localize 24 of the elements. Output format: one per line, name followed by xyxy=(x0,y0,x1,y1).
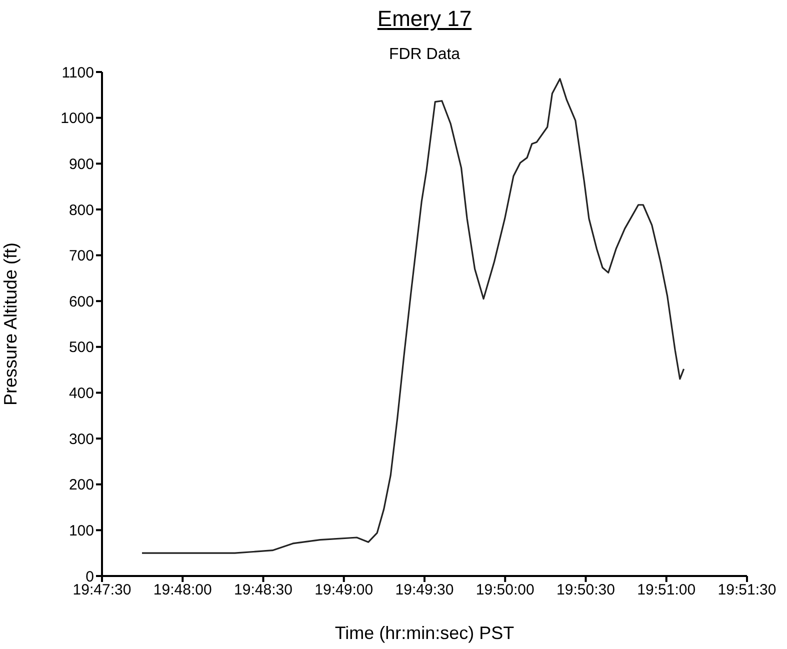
chart-title: Emery 17 xyxy=(376,6,473,32)
y-tick-label: 400 xyxy=(68,385,94,402)
y-tick-label: 1000 xyxy=(60,110,94,128)
line-series xyxy=(141,78,685,554)
y-tick-label: 900 xyxy=(68,156,94,173)
y-tick-label: 200 xyxy=(68,476,94,494)
y-tick-label: 100 xyxy=(68,522,94,540)
x-tick-label: 19:51:30 xyxy=(718,582,776,599)
x-tick-label: 19:49:30 xyxy=(395,582,454,599)
x-tick-label: 19:51:00 xyxy=(637,582,696,599)
x-tick-label: 19:50:30 xyxy=(556,582,615,599)
y-tick-label: 700 xyxy=(68,248,94,265)
y-axis-title: Pressure Altitude (ft) xyxy=(0,242,20,406)
y-tick-label: 500 xyxy=(68,339,94,356)
x-tick-label: 19:50:00 xyxy=(476,582,534,599)
y-tick-label: 1100 xyxy=(62,64,94,82)
chart-subtitle: FDR Data xyxy=(388,46,462,64)
x-axis-title: Time (hr:min:sec) PST xyxy=(334,623,514,643)
x-tick-label: 19:48:00 xyxy=(153,582,212,599)
y-tick-label: 300 xyxy=(68,430,94,448)
x-tick-label: 19:48:30 xyxy=(234,582,292,599)
y-tick-label: 800 xyxy=(68,202,94,219)
x-tick-label: 19:49:00 xyxy=(314,582,374,599)
y-tick-label: 600 xyxy=(68,293,94,310)
